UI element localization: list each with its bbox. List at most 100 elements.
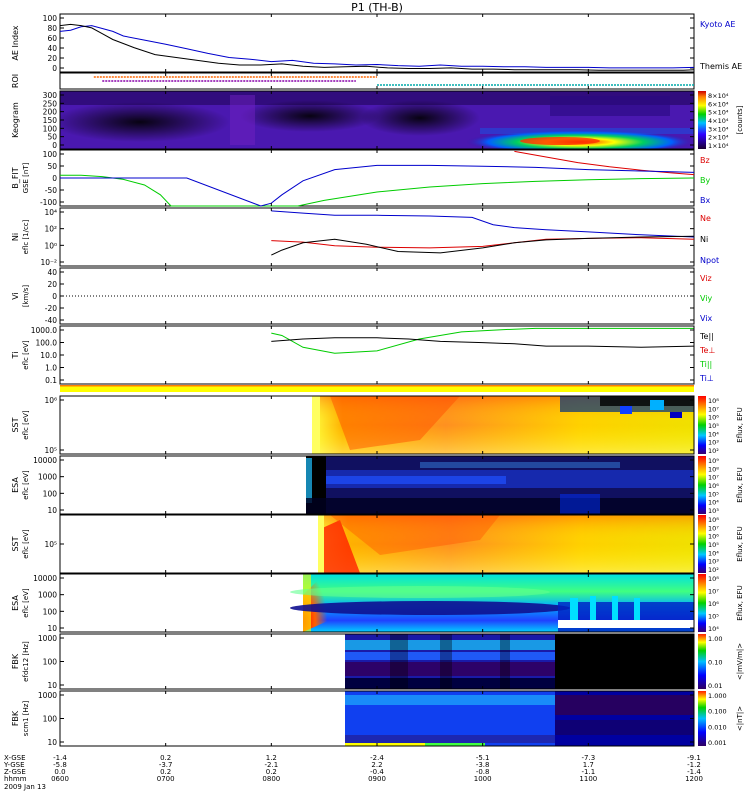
y-tick-label: 0.1 <box>45 376 57 385</box>
y-tick-label: 1000 <box>38 634 57 643</box>
colorbar-label: 10⁴ <box>708 549 719 557</box>
colorbar-label: 3×10⁴ <box>708 125 729 133</box>
x-axis-value: 0900 <box>368 775 386 783</box>
y-tick-label: 0 <box>52 141 57 150</box>
y-tick-label: 0 <box>52 174 57 183</box>
y-tick-label: 20 <box>47 280 57 289</box>
colorbar-label: 10⁶ <box>708 414 719 422</box>
x-axis-value: 0.2 <box>266 768 277 776</box>
panel-frame <box>59 13 695 73</box>
y-tick-label: 200 <box>43 108 58 117</box>
legend-item: Ne <box>700 214 711 223</box>
panel-frame <box>59 267 695 325</box>
colorbar-label: 10⁵ <box>708 541 719 549</box>
legend-item: Bx <box>700 196 710 205</box>
x-axis-value: -3.7 <box>159 761 173 769</box>
legend-item: Ti⊥ <box>699 374 714 383</box>
colorbar-label: 10⁸ <box>708 575 719 583</box>
y-tick-label: 300 <box>43 91 58 100</box>
y-axis-unit: eflc [eV] <box>22 588 30 618</box>
colorbar-label: 10² <box>708 447 719 455</box>
x-axis-value: 1000 <box>474 775 492 783</box>
x-axis-value: -5.1 <box>476 754 490 762</box>
x-axis-value: 1.2 <box>266 754 277 762</box>
y-axis-unit: eflc [eV] <box>22 410 30 440</box>
x-axis-row-label: 2009 Jan 13 <box>4 783 46 791</box>
series-ti-line <box>271 327 694 354</box>
y-axis-label: SST <box>11 417 20 432</box>
colorbar-label: 10³ <box>708 439 719 447</box>
panel-fbk-e: FBK efdc12 [Hz] 1000 100 10 1.00 0.10 0.01 <|mV/… <box>11 633 744 690</box>
colorbar-label: 10⁸ <box>708 397 719 405</box>
y-axis-unit: efdc12 [Hz] <box>22 641 30 682</box>
y-tick-label: 10² <box>44 225 57 234</box>
colorbar-label: 0.10 <box>708 659 722 667</box>
series-kyotoae-line <box>59 25 695 69</box>
colorbar-label: 10⁷ <box>708 524 719 532</box>
x-axis-value: -2.4 <box>370 754 384 762</box>
y-tick-label: 100 <box>43 150 58 159</box>
colorbar-label: 1×10⁴ <box>708 142 729 150</box>
y-axis-label: Ti <box>11 352 20 360</box>
y-axis-label: AE Index <box>11 25 20 60</box>
y-axis-label: ESA <box>11 477 20 493</box>
y-axis-label: FBK <box>11 710 20 726</box>
y-tick-label: 10⁴ <box>44 208 57 217</box>
y-tick-label: 1000 <box>38 591 57 600</box>
colorbar-label: 10⁶ <box>708 533 719 541</box>
x-axis-value: 1200 <box>685 775 703 783</box>
legend-item: Te⊥ <box>699 346 715 355</box>
colorbar-label: 10³ <box>708 558 719 566</box>
colorbar-label: 8×10⁴ <box>708 92 729 100</box>
y-tick-label: 0 <box>52 292 57 301</box>
y-tick-label: 10.0 <box>40 351 57 360</box>
colorbar-label: 10³ <box>708 507 719 515</box>
x-axis-value: -1.4 <box>687 768 701 776</box>
panel-sst-e: SST eflc [eV]10⁶10⁵10⁸10⁷10⁶10⁵10⁴10³10²E… <box>11 395 744 455</box>
x-axis-value: -1.1 <box>581 768 595 776</box>
x-axis-value: -3.8 <box>476 761 490 769</box>
x-axis-row-label: Y-GSE <box>3 761 25 769</box>
colorbar-unit: Eflux, EFU <box>736 407 744 442</box>
keogram-image <box>60 91 694 149</box>
legend-item: Kyoto AE <box>700 20 735 29</box>
colorbar-label: 10⁷ <box>708 405 719 413</box>
colorbar-label: 10⁷ <box>708 474 719 482</box>
panel-esa-i: ESA eflc [eV]10000 1000 100 10 10⁸ 10⁷ 10⁶ 10⁵ 10… <box>11 573 744 633</box>
y-tick-label: 100 <box>43 715 58 724</box>
y-axis-unit: eflc [1/cc] <box>22 219 30 254</box>
colorbar-label: 10⁶ <box>708 482 719 490</box>
panel-ti: Ti eflc [eV]1000.0 100.0 10.0 1.0 0.1 Te|| Te⊥ T… <box>11 325 715 385</box>
y-axis-label: Vi <box>11 292 20 300</box>
y-tick-label: 150 <box>43 116 58 125</box>
x-axis-value: 0.2 <box>160 754 171 762</box>
y-tick-label: 10 <box>47 681 57 690</box>
y-axis-unit: GSE [nT] <box>22 162 30 193</box>
legend-item: Npot <box>700 256 719 265</box>
colorbar-label: 10⁵ <box>708 490 719 498</box>
colorbar-label: 0.100 <box>708 708 727 716</box>
y-tick-label: 40 <box>47 268 57 277</box>
y-tick-label: 1000 <box>38 473 57 482</box>
series-bz-line <box>514 150 695 176</box>
legend-item: Te|| <box>699 332 714 341</box>
y-axis-label: SST <box>11 536 20 551</box>
y-axis-unit: scm1 [Hz] <box>22 701 30 737</box>
x-axis-value: -1.4 <box>53 754 67 762</box>
y-tick-label: 100.0 <box>36 339 58 348</box>
panel-bfit: B_FIT GSE [nT] 100 50 0 -50 -100 Bz By Bx <box>11 149 710 207</box>
x-axis-value: 2.2 <box>371 761 382 769</box>
y-tick-label: 10⁵ <box>44 540 57 549</box>
y-tick-label: 250 <box>43 99 58 108</box>
y-tick-label: 100 <box>43 658 58 667</box>
y-tick-label: -20 <box>45 304 57 313</box>
legend-item: Vix <box>700 314 713 323</box>
colorbar-unit: Eflux, EFU <box>736 585 744 620</box>
x-axis-value: -9.1 <box>687 754 701 762</box>
sst-electron-image <box>312 396 694 454</box>
legend-item: Bz <box>700 156 710 165</box>
y-axis-label: B_FIT <box>11 167 20 188</box>
